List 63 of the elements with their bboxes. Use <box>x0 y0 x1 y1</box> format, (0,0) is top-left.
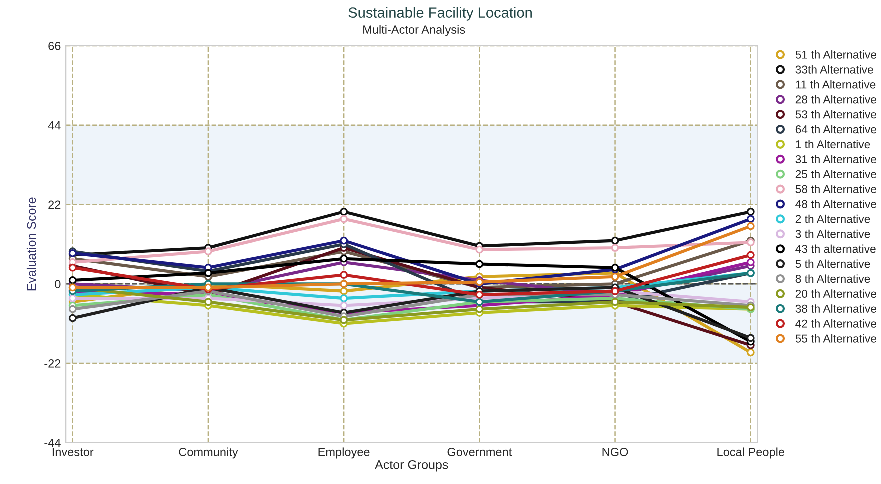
point <box>476 260 484 268</box>
legend-label: 42 th Alternative <box>796 320 876 328</box>
chart-subtitle: Multi-Actor Analysis <box>364 25 466 36</box>
point <box>340 236 348 245</box>
y-tick-label: 22 <box>48 200 61 210</box>
legend-label: 38 th Alternative <box>796 304 876 313</box>
point <box>746 222 755 230</box>
point <box>340 271 348 280</box>
x-tick-label: Investor <box>52 448 94 456</box>
point <box>204 248 212 256</box>
point <box>68 305 77 314</box>
legend-label: 1 th Alternative <box>796 140 870 149</box>
legend-label: 43 th alternative <box>796 244 876 254</box>
point <box>611 244 620 252</box>
legend-label: 64 th Alternative <box>796 125 876 134</box>
legend-label: 20 th Alternative <box>796 290 876 298</box>
point <box>476 246 484 254</box>
point <box>746 215 755 224</box>
point <box>746 208 755 216</box>
legend-label: 8 th Alternative <box>796 274 870 284</box>
legend-label: 25 th Alternative <box>796 170 876 178</box>
legend-label: 5 th Alternative <box>796 260 870 268</box>
legend-label: 3 th Alternative <box>796 230 870 238</box>
y-tick-label: -44 <box>44 439 61 448</box>
legend-label: 58 th Alternative <box>796 185 876 194</box>
x-axis-title: Actor Groups <box>375 460 448 472</box>
point <box>746 348 755 357</box>
point <box>746 251 755 260</box>
y-tick-label: 66 <box>48 42 61 50</box>
y-tick-label: 44 <box>48 122 61 130</box>
point <box>746 334 755 342</box>
x-tick-label: Local People <box>718 448 784 459</box>
point <box>340 294 348 302</box>
point <box>746 258 755 266</box>
point <box>340 287 348 296</box>
point <box>68 294 77 302</box>
legend-label: 48 th Alternative <box>796 200 876 208</box>
point <box>204 298 212 306</box>
y-tick-label: 0 <box>55 280 61 288</box>
point <box>611 236 620 245</box>
y-tick-label: -22 <box>44 360 61 368</box>
point <box>611 272 620 281</box>
chart-title: Sustainable Facility Location <box>348 7 532 21</box>
legend-label: 28 th Alternative <box>796 95 876 104</box>
x-tick-label: NGO <box>602 448 628 456</box>
legend-label: 11 th Alternative <box>796 80 876 89</box>
point <box>340 208 348 216</box>
legend-label: 55 th Alternative <box>796 334 876 343</box>
point <box>68 276 77 284</box>
x-tick-label: Community <box>179 448 238 459</box>
legend-label: 53 th Alternative <box>796 110 876 119</box>
x-tick-label: Government <box>448 448 512 456</box>
point <box>340 254 348 263</box>
x-tick-label: Employee <box>318 448 370 459</box>
y-axis-title: Evaluation Score <box>26 198 36 291</box>
point <box>340 215 348 224</box>
legend-label: 33th Alternative <box>796 65 874 74</box>
point <box>340 302 348 310</box>
legend-label: 51 th Alternative <box>796 50 876 59</box>
point <box>68 314 77 322</box>
point <box>476 305 484 314</box>
legend-label: 2 th Alternative <box>796 214 870 224</box>
legend-label: 31 th Alternative <box>796 155 876 164</box>
